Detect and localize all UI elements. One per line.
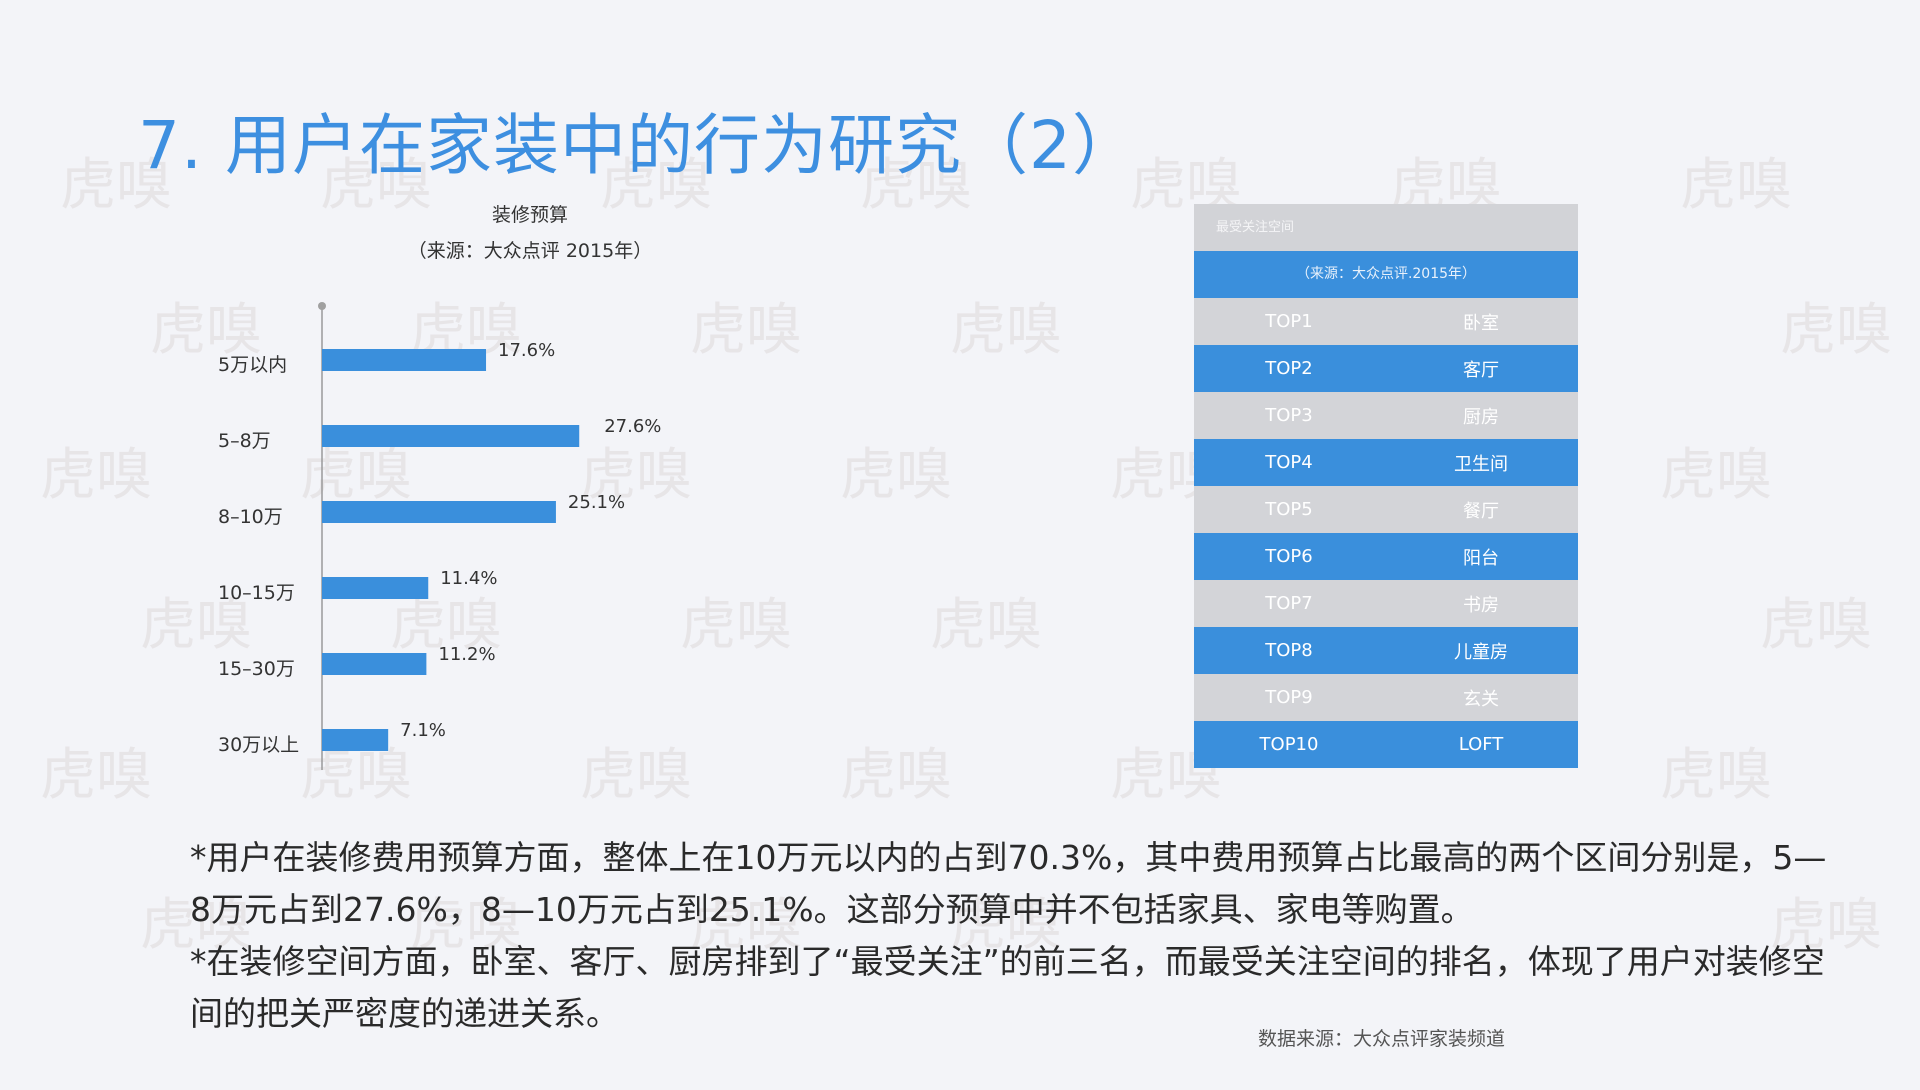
ranking-rank: TOP10 bbox=[1259, 734, 1319, 755]
watermark-28: 虎嗅 bbox=[1660, 743, 1772, 808]
ranking-row: TOP6 阳台 bbox=[1194, 533, 1578, 580]
watermark-11: 虎嗅 bbox=[1780, 298, 1892, 363]
ranking-rank: TOP4 bbox=[1265, 452, 1313, 473]
ranking-space: 厨房 bbox=[1463, 406, 1499, 428]
summary-paragraph-space: *在装修空间方面，卧室、客厅、厨房排到了“最受关注”的前三名，而最受关注空间的排… bbox=[190, 942, 1825, 1033]
ranking-row: TOP1 卧室 bbox=[1194, 298, 1578, 345]
ranking-space: 阳台 bbox=[1463, 547, 1499, 569]
summary-text: *用户在装修费用预算方面，整体上在10万元以内的占到70.3%，其中费用预算占比… bbox=[190, 832, 1830, 1040]
ranking-space: 客厅 bbox=[1463, 359, 1499, 381]
watermark-17: 虎嗅 bbox=[1660, 443, 1772, 508]
ranking-header: 最受关注空间 bbox=[1194, 204, 1578, 251]
ranking-space: 卫生间 bbox=[1454, 453, 1508, 475]
ranking-table: 最受关注空间 （来源：大众点评.2015年） TOP1 卧室 TOP2 客厅 TOP3 厨… bbox=[1194, 204, 1578, 768]
summary-paragraph-budget: *用户在装修费用预算方面，整体上在10万元以内的占到70.3%，其中费用预算占比… bbox=[190, 838, 1827, 929]
watermark-10: 虎嗅 bbox=[950, 298, 1062, 363]
ranking-rank: TOP7 bbox=[1265, 593, 1313, 614]
value-label-3: 11.4% bbox=[440, 568, 497, 589]
bar-4 bbox=[322, 653, 427, 675]
chart-subtitle: （来源：大众点评 2015年） bbox=[407, 240, 653, 262]
ranking-rank: TOP2 bbox=[1265, 358, 1313, 379]
watermark-6: 虎嗅 bbox=[1680, 153, 1792, 218]
bar-1 bbox=[322, 425, 580, 447]
bar-5 bbox=[322, 729, 389, 751]
ranking-row: TOP10 LOFT bbox=[1194, 721, 1578, 768]
value-label-2: 25.1% bbox=[568, 492, 625, 513]
ranking-rank: TOP5 bbox=[1265, 499, 1313, 520]
bar-2 bbox=[322, 501, 556, 523]
ranking-space: 玄关 bbox=[1463, 688, 1499, 710]
value-label-0: 17.6% bbox=[498, 340, 555, 361]
ranking-rank: TOP9 bbox=[1265, 687, 1313, 708]
ranking-rows: TOP1 卧室 TOP2 客厅 TOP3 厨房 TOP4 卫生间 TOP5 餐厅 TOP6 阳台 TOP… bbox=[1194, 298, 1578, 768]
budget-bar-chart: 5万以内 17.6% 5–8万 27.6% 8–10万 25.1% 10–15万 11.4% 1… bbox=[218, 302, 661, 770]
ranking-row: TOP4 卫生间 bbox=[1194, 439, 1578, 486]
watermark-22: 虎嗅 bbox=[1760, 593, 1872, 658]
bar-3 bbox=[322, 577, 429, 599]
ranking-row: TOP9 玄关 bbox=[1194, 674, 1578, 721]
category-label-4: 15–30万 bbox=[218, 658, 295, 680]
axis-end-dot bbox=[318, 302, 326, 310]
ranking-source: （来源：大众点评.2015年） bbox=[1194, 251, 1578, 298]
ranking-space: 卧室 bbox=[1463, 312, 1499, 334]
ranking-rank: TOP6 bbox=[1265, 546, 1313, 567]
value-label-5: 7.1% bbox=[400, 720, 446, 741]
value-label-4: 11.2% bbox=[438, 644, 495, 665]
category-label-3: 10–15万 bbox=[218, 582, 295, 604]
ranking-space: 餐厅 bbox=[1463, 500, 1499, 522]
page-title: 7. 用户在家装中的行为研究（2） bbox=[138, 107, 1139, 184]
ranking-rank: TOP1 bbox=[1265, 311, 1313, 332]
ranking-space: 书房 bbox=[1463, 594, 1499, 616]
ranking-space: LOFT bbox=[1458, 734, 1504, 755]
ranking-rank: TOP3 bbox=[1265, 405, 1313, 426]
value-label-1: 27.6% bbox=[604, 416, 661, 437]
ranking-row: TOP3 厨房 bbox=[1194, 392, 1578, 439]
data-source-note: 数据来源：大众点评家装频道 bbox=[1258, 1028, 1506, 1050]
category-label-0: 5万以内 bbox=[218, 354, 287, 376]
watermark-21: 虎嗅 bbox=[930, 593, 1042, 658]
ranking-space: 儿童房 bbox=[1454, 641, 1508, 663]
ranking-row: TOP5 餐厅 bbox=[1194, 486, 1578, 533]
ranking-row: TOP7 书房 bbox=[1194, 580, 1578, 627]
ranking-rank: TOP8 bbox=[1265, 640, 1313, 661]
bar-0 bbox=[322, 349, 487, 371]
ranking-row: TOP2 客厅 bbox=[1194, 345, 1578, 392]
ranking-row: TOP8 儿童房 bbox=[1194, 627, 1578, 674]
category-label-1: 5–8万 bbox=[218, 430, 271, 452]
chart-title: 装修预算 bbox=[491, 204, 568, 226]
category-label-5: 30万以上 bbox=[218, 734, 299, 756]
category-label-2: 8–10万 bbox=[218, 506, 283, 528]
